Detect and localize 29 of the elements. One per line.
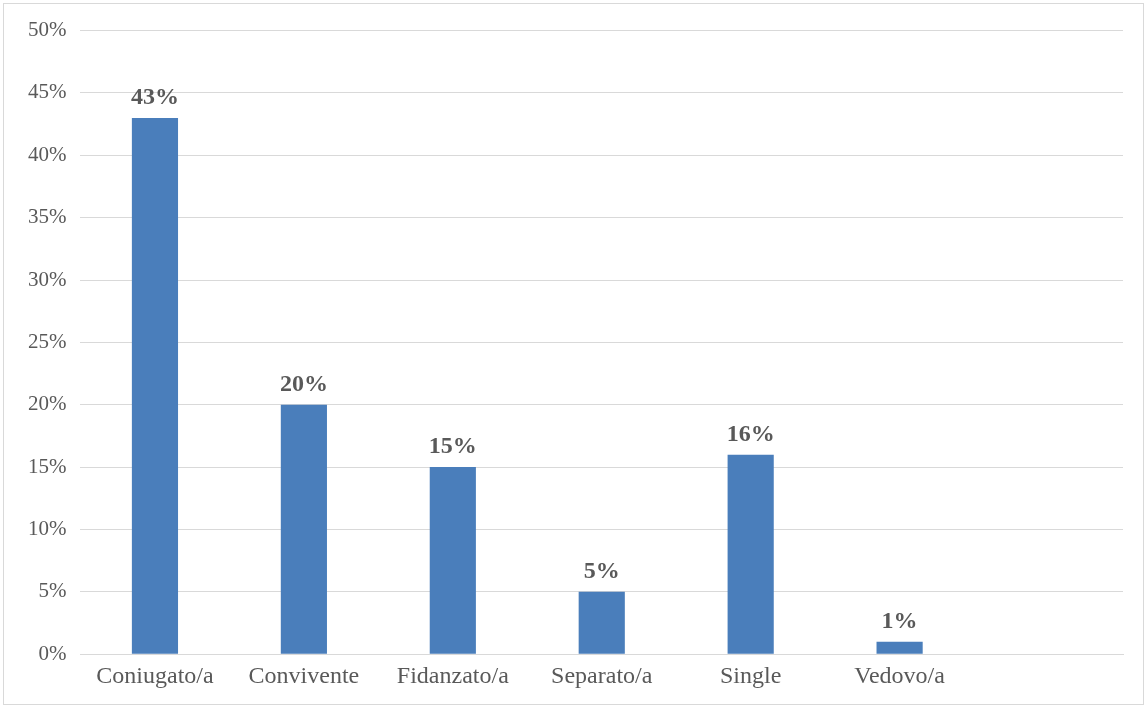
x-tick-label: Coniugato/a (96, 661, 214, 688)
data-label: 5% (583, 557, 620, 584)
y-tick-label: 15% (27, 453, 67, 478)
bar (727, 454, 774, 654)
x-tick-label: Convivente (248, 661, 360, 688)
y-tick-label: 45% (27, 79, 67, 104)
y-tick-label: 0% (38, 640, 67, 665)
y-tick-label: 30% (27, 266, 67, 291)
y-tick-label: 5% (38, 578, 67, 603)
x-tick-label: Fidanzato/a (396, 661, 510, 688)
y-tick-label: 20% (27, 391, 67, 416)
y-tick-label: 10% (27, 516, 67, 540)
bar (131, 117, 179, 654)
y-tick-label: 25% (27, 328, 67, 353)
y-tick-label: 50% (27, 17, 67, 42)
data-label: 43% (130, 83, 179, 110)
data-label: 1% (881, 606, 918, 633)
y-tick-label: 40% (27, 141, 67, 166)
x-tick-label: Single (720, 661, 782, 688)
data-label: 20% (279, 369, 328, 396)
y-tick-label: 35% (27, 204, 67, 229)
bar (280, 404, 327, 654)
data-label: 16% (726, 419, 775, 446)
bar (876, 641, 923, 654)
data-label: 15% (428, 432, 477, 459)
x-tick-label: Separato/a (551, 661, 653, 688)
bar (578, 591, 625, 654)
bar (429, 467, 476, 654)
x-tick-label: Vedovo/a (854, 661, 946, 688)
